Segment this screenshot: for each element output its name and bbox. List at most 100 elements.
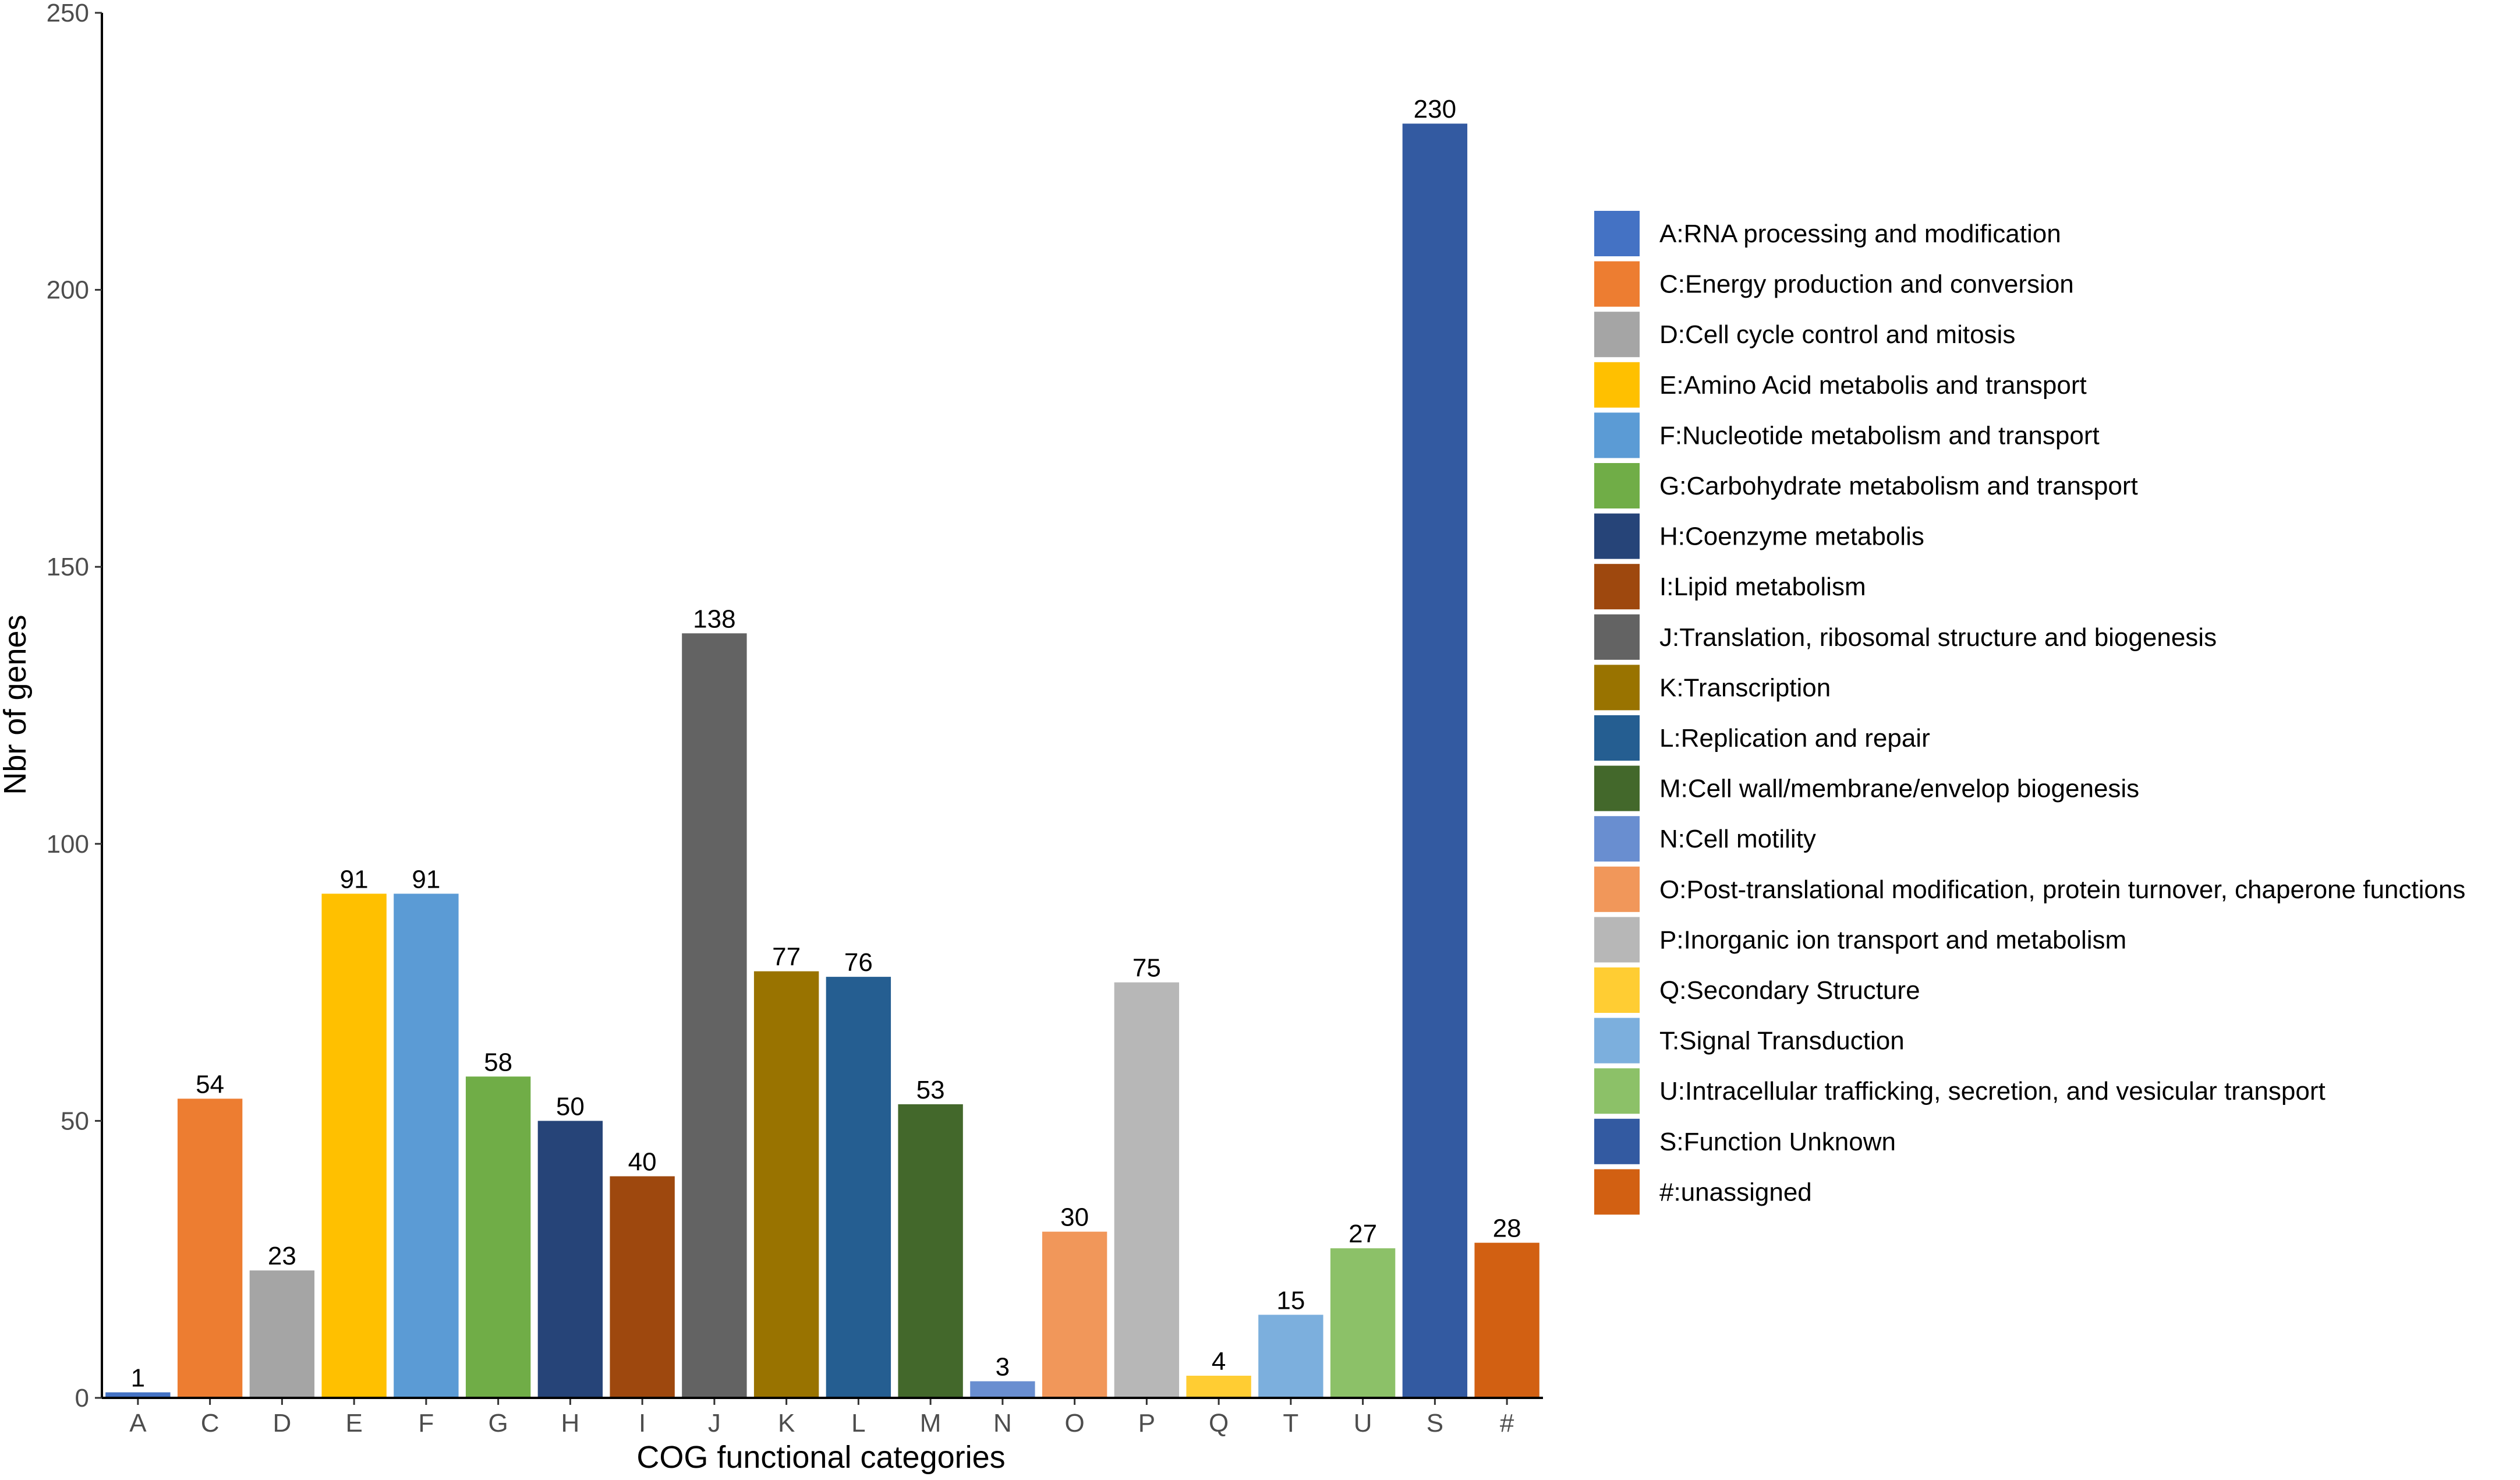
bar: [1186, 1375, 1251, 1398]
x-tick-label: Q: [1209, 1409, 1229, 1437]
x-tick-label: O: [1065, 1409, 1085, 1437]
x-tick-label: H: [561, 1409, 579, 1437]
bar-labels-group: 1 54 23 91 91 58 50 40 138 77 76 53 3 30 75 4 15 27 230 28: [131, 95, 1521, 1392]
legend-label: O:Post-translational modification, prote…: [1659, 875, 2465, 904]
bar: [682, 633, 747, 1398]
bar-value-label: 3: [996, 1352, 1010, 1381]
legend-label: G:Carbohydrate metabolism and transport: [1659, 472, 2138, 500]
bar: [610, 1176, 675, 1398]
legend-swatch: [1594, 765, 1640, 811]
bar-value-label: 4: [1212, 1347, 1226, 1376]
bar: [1402, 123, 1468, 1398]
x-tick-label: F: [418, 1409, 434, 1437]
bar-value-label: 230: [1414, 95, 1456, 123]
legend-swatch: [1594, 1169, 1640, 1215]
bar: [1330, 1248, 1396, 1398]
x-tick-label: S: [1427, 1409, 1443, 1437]
legend-swatch: [1594, 362, 1640, 408]
legend-swatch: [1594, 665, 1640, 711]
y-tick-label: 200: [47, 276, 89, 305]
x-tick-label: M: [920, 1409, 942, 1437]
y-axis: 0 50 100 150 200 250: [47, 0, 103, 1412]
legend-swatch: [1594, 1018, 1640, 1064]
bar-value-label: 15: [1276, 1286, 1305, 1315]
legend-swatch: [1594, 917, 1640, 963]
bar: [753, 971, 819, 1398]
legend-label: P:Inorganic ion transport and metabolism: [1659, 926, 2126, 954]
bar-value-label: 1: [131, 1364, 145, 1392]
x-tick-label: P: [1138, 1409, 1155, 1437]
bar-value-label: 77: [772, 943, 801, 972]
legend-label: Q:Secondary Structure: [1659, 976, 1920, 1005]
legend-label: T:Signal Transduction: [1659, 1027, 1905, 1055]
legend-swatch: [1594, 1118, 1640, 1164]
bar: [1474, 1242, 1539, 1398]
legend-swatch: [1594, 715, 1640, 761]
bar: [898, 1104, 963, 1398]
bar-value-label: 75: [1132, 954, 1161, 983]
bar-value-label: 27: [1349, 1220, 1377, 1248]
legend-swatch: [1594, 513, 1640, 559]
x-tick-label: U: [1354, 1409, 1372, 1437]
x-tick-label: J: [708, 1409, 721, 1437]
legend-label: C:Energy production and conversion: [1659, 270, 2074, 299]
legend-swatch: [1594, 816, 1640, 862]
x-tick-label: A: [129, 1409, 147, 1437]
y-axis-title: Nbr of genes: [0, 614, 33, 794]
bar-value-label: 91: [340, 865, 369, 893]
legend-label: L:Replication and repair: [1659, 724, 1930, 753]
bar-value-label: 58: [484, 1048, 512, 1076]
bar: [970, 1381, 1035, 1398]
bar-value-label: 76: [844, 948, 873, 977]
legend: A:RNA processing and modification C:Energ…: [1594, 211, 2465, 1215]
bar-value-label: 28: [1493, 1214, 1521, 1243]
x-tick-label: K: [778, 1409, 795, 1437]
x-tick-label: E: [345, 1409, 362, 1437]
legend-label: J:Translation, ribosomal structure and b…: [1659, 623, 2217, 652]
legend-swatch: [1594, 261, 1640, 307]
bar: [1042, 1231, 1107, 1398]
legend-label: A:RNA processing and modification: [1659, 220, 2061, 248]
x-axis: A C D E F G H I J K L M N O P Q T U S #: [102, 1397, 1543, 1437]
legend-label: K:Transcription: [1659, 673, 1831, 702]
bar-value-label: 30: [1060, 1203, 1089, 1232]
legend-label: M:Cell wall/membrane/envelop biogenesis: [1659, 775, 2139, 803]
bar: [394, 893, 459, 1398]
y-tick-label: 150: [47, 553, 89, 581]
x-tick-label: L: [851, 1409, 865, 1437]
legend-swatch: [1594, 967, 1640, 1013]
legend-swatch: [1594, 564, 1640, 610]
bar: [826, 977, 891, 1398]
bar: [177, 1098, 243, 1398]
y-tick-label: 250: [47, 0, 89, 27]
legend-swatch: [1594, 211, 1640, 256]
bar-value-label: 50: [556, 1092, 585, 1121]
bar-value-label: 23: [268, 1242, 296, 1270]
legend-label: I:Lipid metabolism: [1659, 573, 1866, 601]
bars-group: [105, 123, 1539, 1398]
bar-value-label: 138: [693, 605, 735, 633]
x-tick-label: #: [1500, 1409, 1514, 1437]
legend-swatch: [1594, 1068, 1640, 1114]
bar: [1258, 1315, 1323, 1398]
bar-value-label: 53: [916, 1076, 945, 1104]
y-tick-label: 100: [47, 830, 89, 859]
bar: [465, 1076, 531, 1398]
bar: [249, 1270, 315, 1398]
x-tick-label: I: [639, 1409, 646, 1437]
legend-label: U:Intracellular trafficking, secretion, …: [1659, 1077, 2326, 1105]
legend-swatch: [1594, 312, 1640, 358]
legend-label: D:Cell cycle control and mitosis: [1659, 320, 2015, 349]
bar: [105, 1392, 171, 1398]
bar-value-label: 54: [196, 1070, 224, 1098]
legend-label: H:Coenzyme metabolis: [1659, 522, 1924, 551]
x-axis-title: COG functional categories: [636, 1440, 1005, 1475]
legend-label: #:unassigned: [1659, 1178, 1812, 1206]
legend-swatch: [1594, 866, 1640, 912]
legend-swatch: [1594, 463, 1640, 508]
legend-swatch: [1594, 412, 1640, 458]
x-tick-label: D: [272, 1409, 291, 1437]
legend-swatch: [1594, 614, 1640, 660]
bar: [1114, 982, 1180, 1398]
